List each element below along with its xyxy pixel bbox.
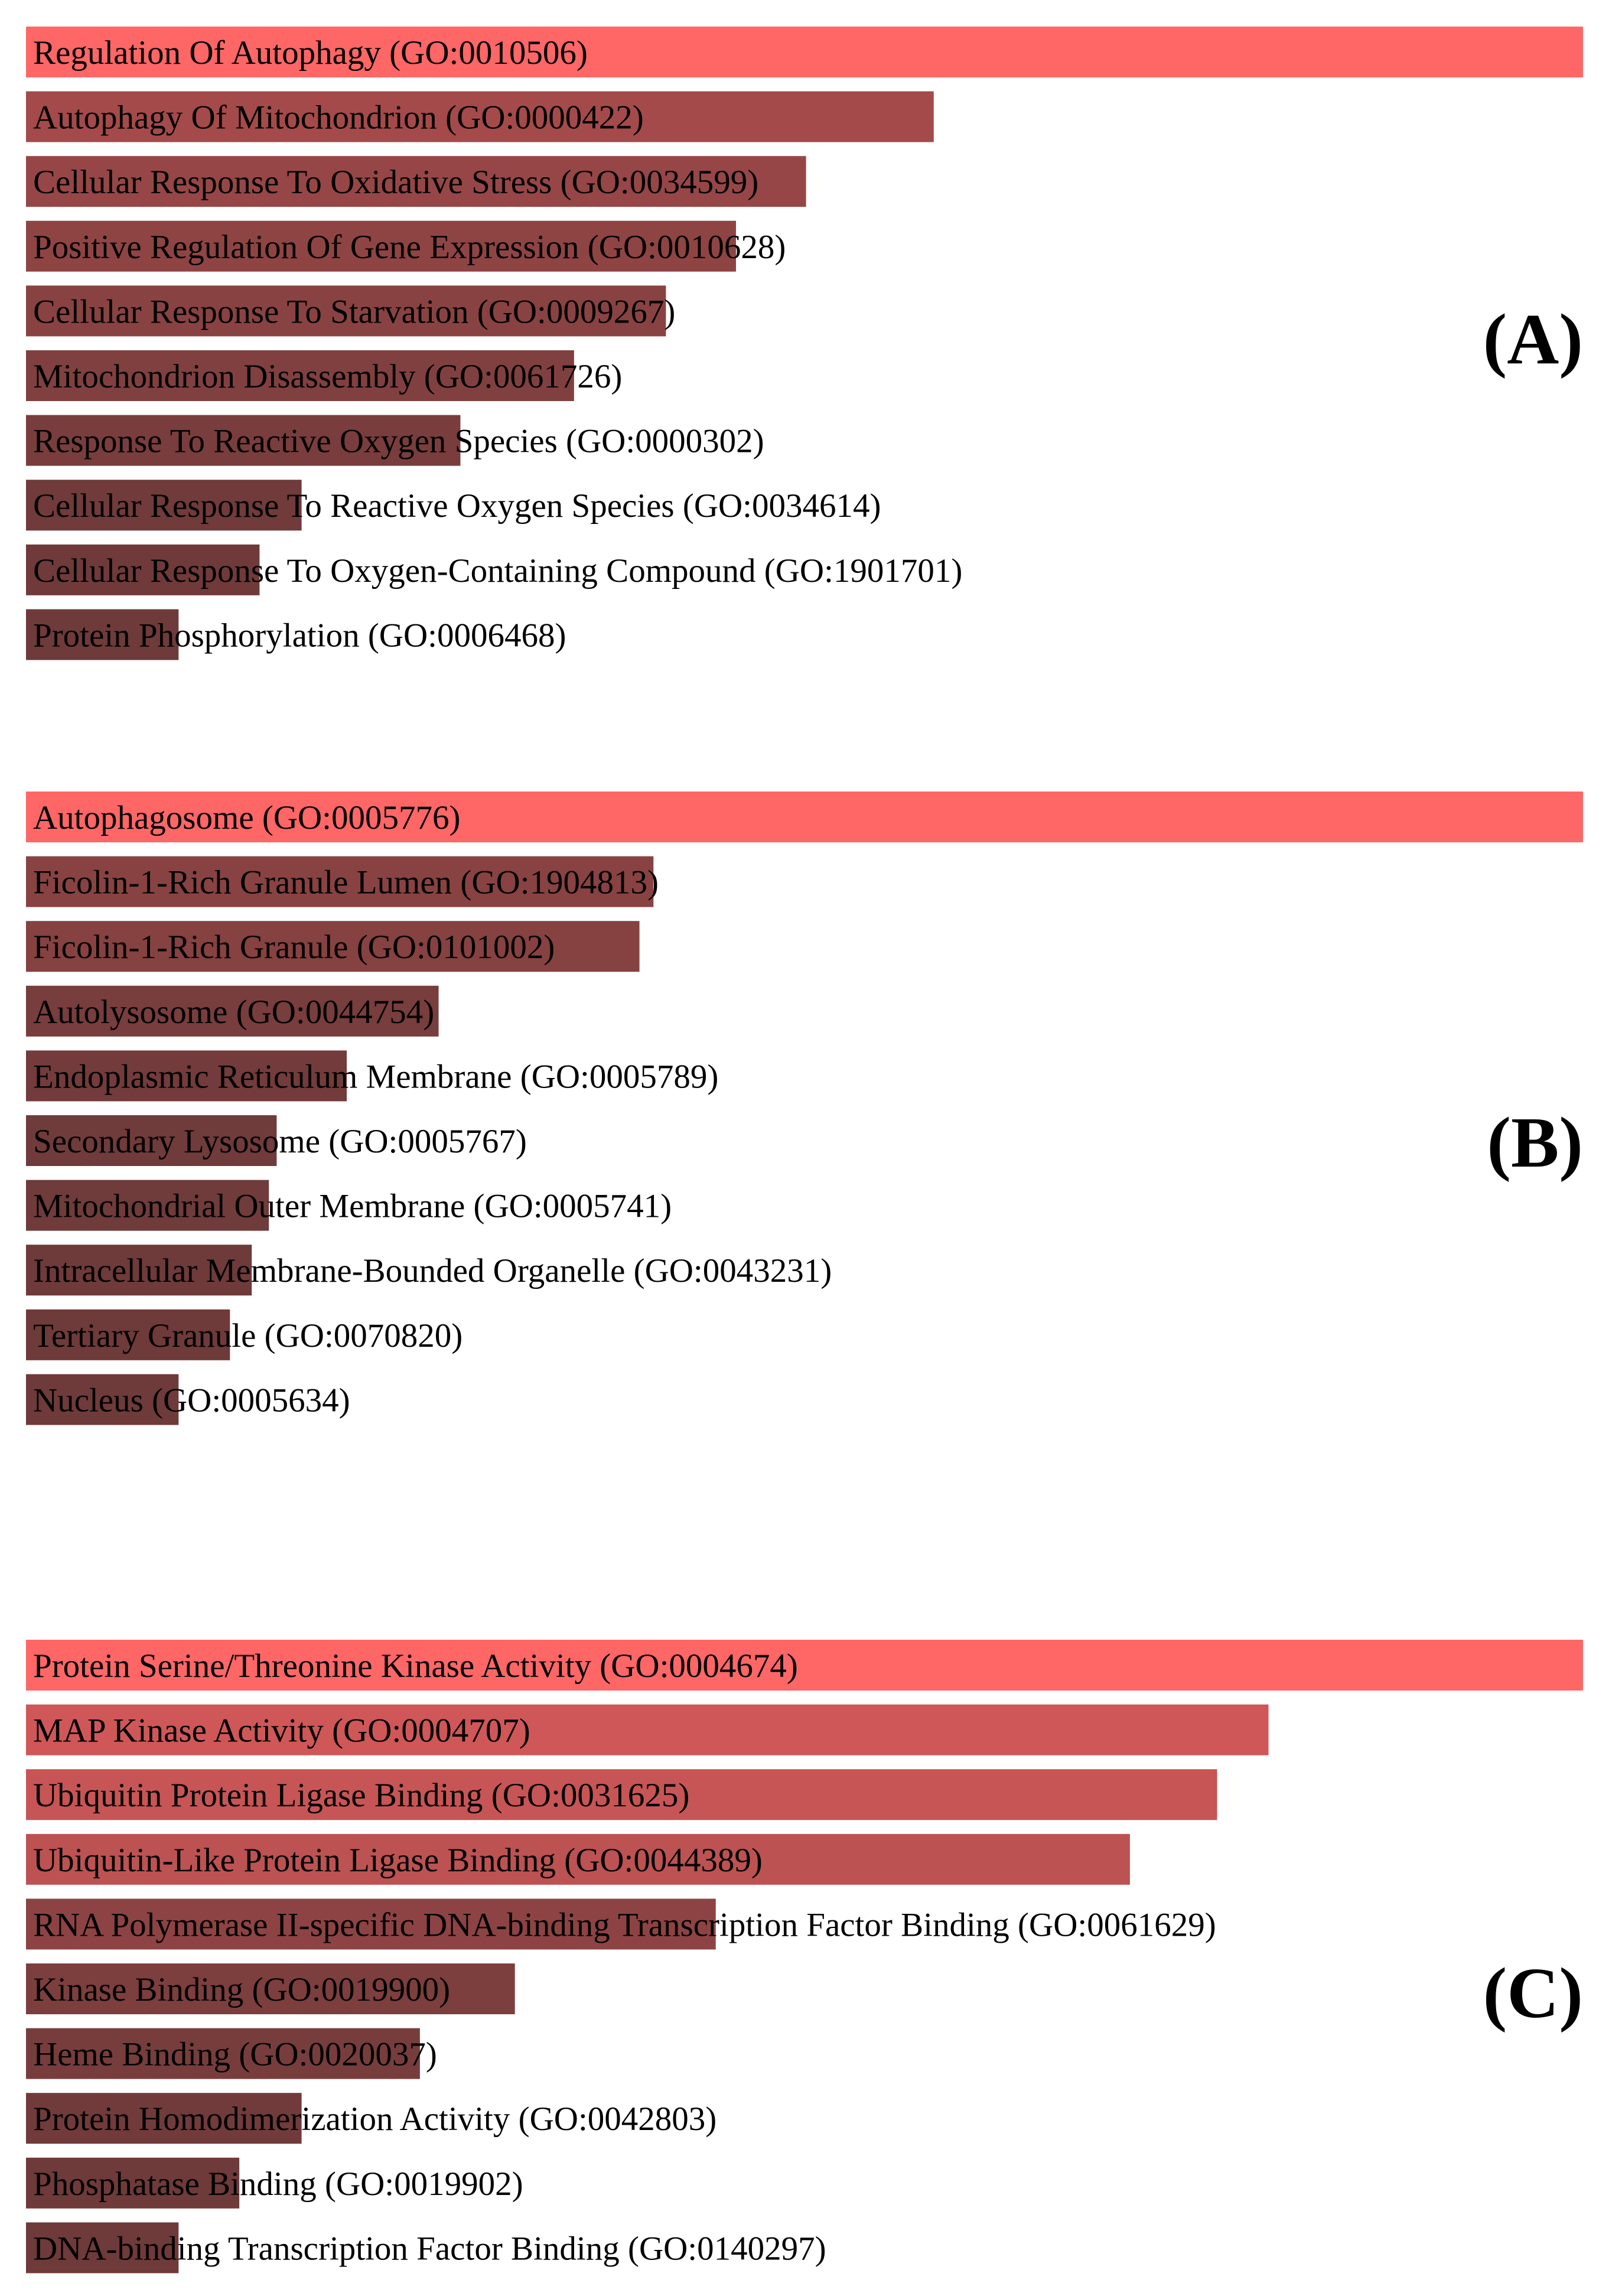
bar-label: RNA Polymerase II-specific DNA-binding T… <box>33 1906 1216 1943</box>
bar <box>26 91 934 142</box>
bar-label: Cellular Response To Oxidative Stress (G… <box>33 164 758 201</box>
bar-label: Cellular Response To Reactive Oxygen Spe… <box>33 487 881 525</box>
bar-label: Autolysosome (GO:0044754) <box>33 994 434 1031</box>
bar <box>26 1050 347 1102</box>
bar <box>26 156 806 207</box>
bar <box>26 1180 269 1231</box>
bar-label: Secondary Lysosome (GO:0005767) <box>33 1123 527 1160</box>
panel-label: (B) <box>1487 1103 1583 1183</box>
bar <box>26 921 640 972</box>
bar-label: Tertiary Granule (GO:0070820) <box>33 1317 462 1354</box>
bar-label: DNA-binding Transcription Factor Binding… <box>33 2230 826 2267</box>
bar <box>26 1704 1269 1756</box>
bar-label: Protein Phosphorylation (GO:0006468) <box>33 617 566 654</box>
bar <box>26 985 439 1037</box>
bar-label: Response To Reactive Oxygen Species (GO:… <box>33 423 764 460</box>
bar <box>26 2157 240 2209</box>
bar-label: MAP Kinase Activity (GO:0004707) <box>33 1712 530 1750</box>
bar-label: Regulation Of Autophagy (GO:0010506) <box>33 34 588 71</box>
bar-label: Cellular Response To Oxygen-Containing C… <box>33 552 962 590</box>
bar-label: Endoplasmic Reticulum Membrane (GO:00057… <box>33 1058 718 1095</box>
bar-label: Intracellular Membrane-Bounded Organelle… <box>33 1252 832 1289</box>
panel-a: Regulation Of Autophagy (GO:0010506) Auto… <box>26 27 1583 660</box>
bar-label: Positive Regulation Of Gene Expression (… <box>33 229 786 266</box>
bar <box>26 609 179 660</box>
bar-label: Protein Serine/Threonine Kinase Activity… <box>33 1647 798 1685</box>
bar <box>26 285 666 337</box>
bar <box>26 1115 277 1166</box>
bar <box>26 544 260 595</box>
panel-b: Autophagosome (GO:0005776) Ficolin-1-Rich… <box>26 792 1583 1425</box>
bar-label: Kinase Binding (GO:0019900) <box>33 1971 450 2008</box>
bar-label: Cellular Response To Starvation (GO:0009… <box>33 293 675 330</box>
bar-label: Phosphatase Binding (GO:0019902) <box>33 2165 523 2203</box>
bar <box>26 1245 252 1296</box>
bar <box>26 2222 179 2274</box>
bar-label: Ficolin-1-Rich Granule (GO:0101002) <box>33 929 555 966</box>
bar-label: Heme Binding (GO:0020037) <box>33 2036 437 2073</box>
bar <box>26 480 302 531</box>
bar <box>26 856 654 907</box>
bar-label: Autophagosome (GO:0005776) <box>33 799 461 836</box>
bar <box>26 1769 1217 1820</box>
bar <box>26 1963 515 2014</box>
bar <box>26 350 574 401</box>
bar <box>26 792 1583 842</box>
bar-label: Mitochondrion Disassembly (GO:0061726) <box>33 358 622 395</box>
bar <box>26 415 461 466</box>
bar <box>26 1833 1130 1885</box>
bar <box>26 1640 1583 1691</box>
bar <box>26 2093 302 2144</box>
bar-label: Nucleus (GO:0005634) <box>33 1382 350 1419</box>
bar <box>26 1309 230 1360</box>
bar <box>26 1898 716 1950</box>
bar <box>26 220 737 272</box>
panel-c: Protein Serine/Threonine Kinase Activity… <box>26 1640 1583 2274</box>
bar-label: Autophagy Of Mitochondrion (GO:0000422) <box>33 99 644 136</box>
bar-label: Protein Homodimerization Activity (GO:00… <box>33 2100 716 2138</box>
bar <box>26 27 1583 77</box>
bar-label: Ficolin-1-Rich Granule Lumen (GO:1904813… <box>33 864 659 901</box>
bar-label: Mitochondrial Outer Membrane (GO:0005741… <box>33 1188 672 1225</box>
bar <box>26 1374 179 1425</box>
panel-label: (A) <box>1483 299 1583 379</box>
bar-label: Ubiquitin Protein Ligase Binding (GO:003… <box>33 1777 689 1814</box>
bar-label: Ubiquitin-Like Protein Ligase Binding (G… <box>33 1842 763 1879</box>
panel-label: (C) <box>1483 1953 1583 2033</box>
bar <box>26 2028 420 2079</box>
